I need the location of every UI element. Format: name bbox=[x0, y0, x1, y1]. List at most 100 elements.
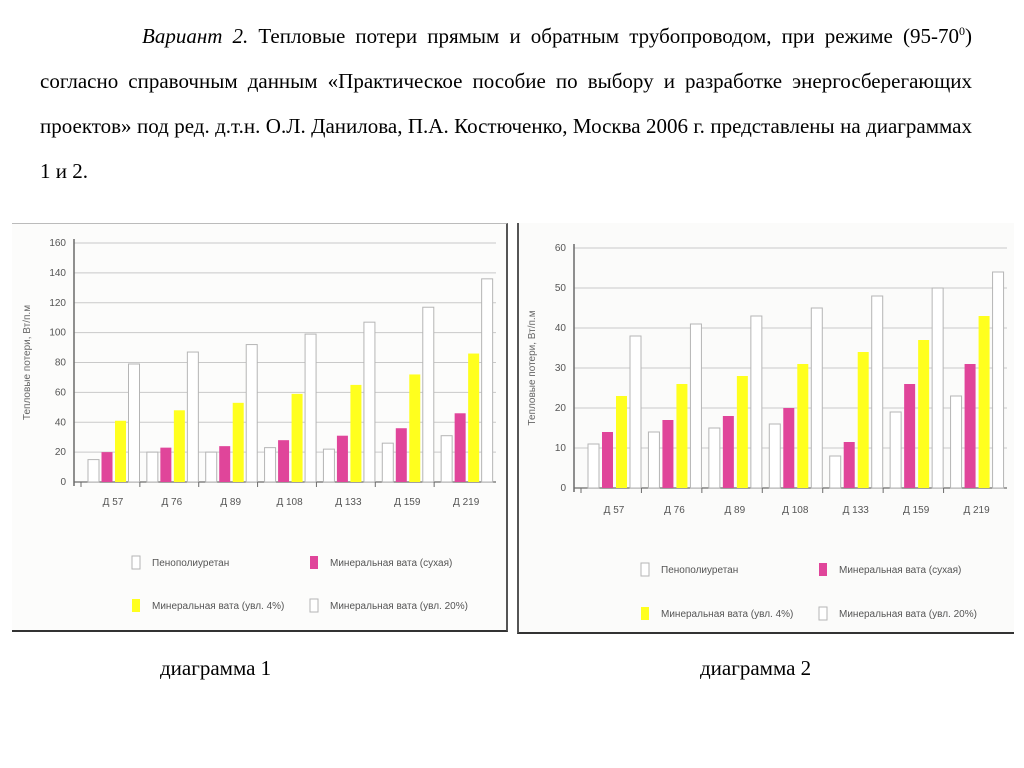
x-tick-label: Д 108 bbox=[276, 497, 303, 508]
chart-2-svg: 0 10 20 30 40 50 60 Тепловые потери, Вт/п.м Д 57… bbox=[527, 243, 1007, 621]
y-tick-label: 80 bbox=[55, 358, 67, 369]
y-tick-label: 30 bbox=[555, 363, 567, 374]
y-tick-label: 0 bbox=[560, 483, 566, 494]
bar bbox=[918, 340, 930, 488]
paragraph-text-2: ) согласно справочным данным «Практическ… bbox=[40, 24, 972, 183]
x-tick-label: Д 133 bbox=[335, 497, 362, 508]
y-tick-label: 20 bbox=[555, 403, 567, 414]
bar bbox=[87, 459, 100, 483]
bar bbox=[904, 384, 916, 488]
bar bbox=[440, 435, 453, 483]
legend-label: Минеральная вата (увл. 4%) bbox=[152, 601, 284, 612]
bar bbox=[602, 432, 613, 488]
x-tick-label: Д 57 bbox=[604, 505, 625, 516]
bar bbox=[291, 393, 303, 482]
bar bbox=[810, 307, 823, 489]
degree-superscript: 0 bbox=[958, 24, 965, 38]
bar bbox=[278, 440, 290, 482]
y-tick-label: 40 bbox=[55, 417, 67, 428]
y-tick-label: 50 bbox=[555, 283, 567, 294]
y-tick-label: 100 bbox=[49, 328, 66, 339]
legend-label: Пенополиуретан bbox=[152, 558, 229, 569]
bar bbox=[245, 344, 258, 483]
bar bbox=[950, 395, 963, 489]
x-tick-label: Д 89 bbox=[220, 497, 241, 508]
legend-label: Минеральная вата (увл. 20%) bbox=[839, 609, 977, 620]
bar bbox=[722, 416, 734, 488]
bar bbox=[304, 333, 317, 483]
legend-label: Пенополиуретан bbox=[661, 565, 738, 576]
x-tick-label: Д 108 bbox=[782, 505, 809, 516]
chart-2-caption: диаграмма 2 bbox=[700, 656, 812, 680]
bar bbox=[889, 411, 902, 489]
legend-swatch bbox=[309, 598, 319, 613]
bar bbox=[662, 420, 674, 488]
bar bbox=[395, 428, 407, 482]
y-tick-label: 40 bbox=[555, 323, 567, 334]
x-tick-label: Д 57 bbox=[103, 497, 124, 508]
y-tick-label: 10 bbox=[555, 443, 567, 454]
bar bbox=[481, 278, 494, 483]
bar bbox=[647, 431, 660, 489]
bar bbox=[381, 442, 394, 483]
bar bbox=[797, 364, 809, 488]
y-tick-label: 20 bbox=[55, 447, 67, 458]
bar bbox=[173, 410, 185, 482]
bar bbox=[322, 448, 335, 483]
bar bbox=[783, 408, 795, 488]
legend-swatch bbox=[641, 607, 649, 620]
bar bbox=[689, 323, 702, 489]
bar bbox=[219, 446, 231, 482]
legend-swatch bbox=[131, 555, 141, 570]
legend-swatch bbox=[310, 556, 318, 569]
chart-1: 0 20 40 60 80 100 120 140 160 Тепловые потери, Вт… bbox=[12, 223, 508, 632]
bar bbox=[736, 376, 748, 488]
x-tick-label: Д 159 bbox=[903, 505, 930, 516]
chart-1-svg: 0 20 40 60 80 100 120 140 160 Тепловые потери, Вт… bbox=[22, 238, 496, 613]
bar bbox=[409, 374, 421, 482]
bar bbox=[336, 435, 348, 482]
document-paragraph: Вариант 2. Тепловые потери прямым и обра… bbox=[40, 14, 972, 194]
x-tick-label: Д 76 bbox=[162, 497, 183, 508]
y-tick-label: 60 bbox=[55, 387, 67, 398]
paragraph-text-1: Тепловые потери прямым и обратным трубоп… bbox=[248, 24, 959, 48]
x-tick-label: Д 76 bbox=[664, 505, 685, 516]
bar bbox=[768, 423, 781, 489]
bar bbox=[750, 315, 763, 489]
variant-label: Вариант 2. bbox=[142, 24, 249, 48]
bar bbox=[264, 447, 277, 483]
bar bbox=[708, 427, 721, 489]
y-tick-label: 60 bbox=[555, 243, 567, 254]
bar bbox=[146, 451, 159, 483]
bar bbox=[629, 335, 642, 489]
bar bbox=[115, 420, 126, 482]
legend-swatch bbox=[819, 563, 827, 576]
legend-swatch bbox=[132, 599, 140, 612]
bar bbox=[232, 402, 244, 482]
y-tick-label: 160 bbox=[49, 238, 66, 249]
x-tick-label: Д 89 bbox=[725, 505, 746, 516]
bar bbox=[363, 321, 376, 483]
bar bbox=[829, 455, 842, 489]
legend-swatch bbox=[818, 606, 828, 621]
y-axis-title: Тепловые потери, Вт/п.м bbox=[22, 305, 33, 420]
bar bbox=[931, 287, 944, 489]
bar bbox=[128, 363, 140, 483]
legend-label: Минеральная вата (сухая) bbox=[330, 558, 452, 569]
legend-label: Минеральная вата (увл. 4%) bbox=[661, 609, 793, 620]
bar bbox=[992, 271, 1005, 489]
y-tick-label: 0 bbox=[60, 477, 66, 488]
bar bbox=[843, 442, 855, 488]
x-tick-label: Д 219 bbox=[453, 497, 480, 508]
y-tick-label: 120 bbox=[49, 298, 66, 309]
bar bbox=[422, 306, 435, 483]
legend-label: Минеральная вата (увл. 20%) bbox=[330, 601, 468, 612]
x-tick-label: Д 133 bbox=[843, 505, 870, 516]
bar bbox=[350, 384, 362, 482]
bar bbox=[186, 351, 199, 483]
bar bbox=[205, 451, 218, 483]
bar bbox=[101, 452, 113, 482]
legend-swatch bbox=[640, 562, 650, 577]
bar bbox=[616, 396, 627, 488]
bar bbox=[978, 316, 990, 488]
